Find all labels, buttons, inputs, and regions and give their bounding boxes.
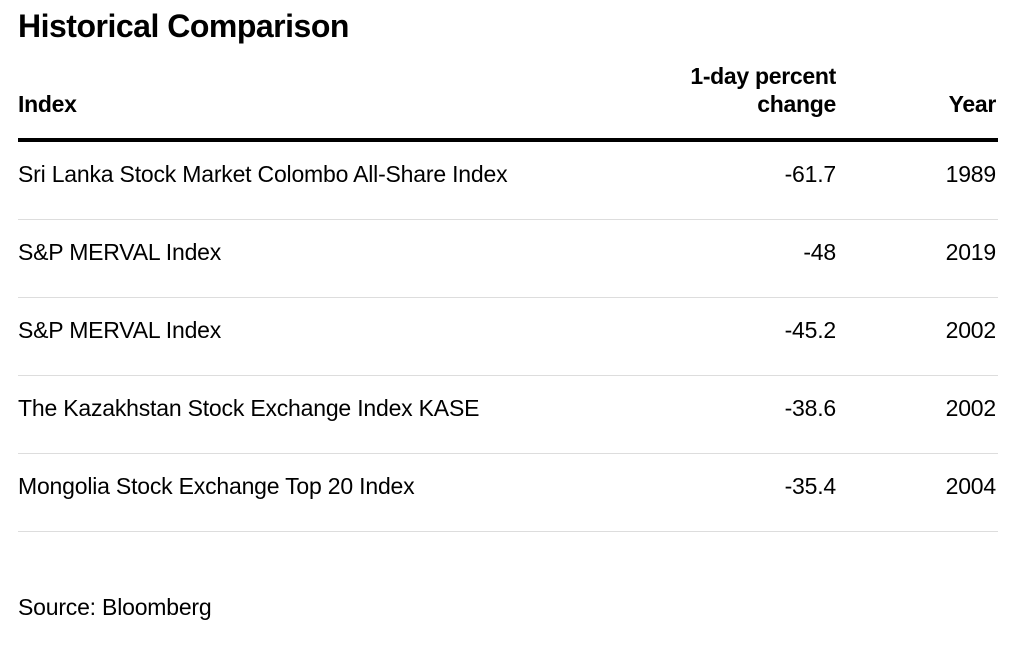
column-header-change: 1-day percent change bbox=[616, 62, 836, 118]
cell-index: Mongolia Stock Exchange Top 20 Index bbox=[18, 473, 415, 499]
table-row: S&P MERVAL Index -48 2019 bbox=[18, 220, 998, 298]
cell-year: 2004 bbox=[945, 473, 997, 499]
source-note: Source: Bloomberg bbox=[18, 594, 212, 620]
table-row: Sri Lanka Stock Market Colombo All-Share… bbox=[18, 142, 998, 220]
cell-index: S&P MERVAL Index bbox=[18, 239, 222, 265]
cell-index: S&P MERVAL Index bbox=[18, 317, 222, 343]
cell-change: -61.7 bbox=[784, 161, 837, 187]
cell-year: 1989 bbox=[945, 161, 997, 187]
cell-index: Sri Lanka Stock Market Colombo All-Share… bbox=[18, 161, 508, 187]
cell-change: -35.4 bbox=[784, 473, 837, 499]
table-header: Index 1-day percent change Year bbox=[18, 60, 998, 142]
cell-change: -48 bbox=[803, 239, 836, 265]
cell-change: -38.6 bbox=[784, 395, 837, 421]
cell-change: -45.2 bbox=[784, 317, 837, 343]
table-row: The Kazakhstan Stock Exchange Index KASE… bbox=[18, 376, 998, 454]
column-header-change-line1: 1-day percent bbox=[690, 63, 836, 89]
cell-year: 2002 bbox=[945, 317, 997, 343]
table-title: Historical Comparison bbox=[18, 8, 349, 44]
cell-year: 2002 bbox=[945, 395, 997, 421]
column-header-index: Index bbox=[18, 91, 77, 117]
table-row: S&P MERVAL Index -45.2 2002 bbox=[18, 298, 998, 376]
table-row: Mongolia Stock Exchange Top 20 Index -35… bbox=[18, 454, 998, 532]
cell-index: The Kazakhstan Stock Exchange Index KASE bbox=[18, 395, 480, 421]
column-header-change-line2: change bbox=[757, 91, 836, 117]
comparison-table: Index 1-day percent change Year Sri Lank… bbox=[18, 60, 998, 532]
cell-year: 2019 bbox=[945, 239, 997, 265]
column-header-year: Year bbox=[948, 91, 997, 117]
